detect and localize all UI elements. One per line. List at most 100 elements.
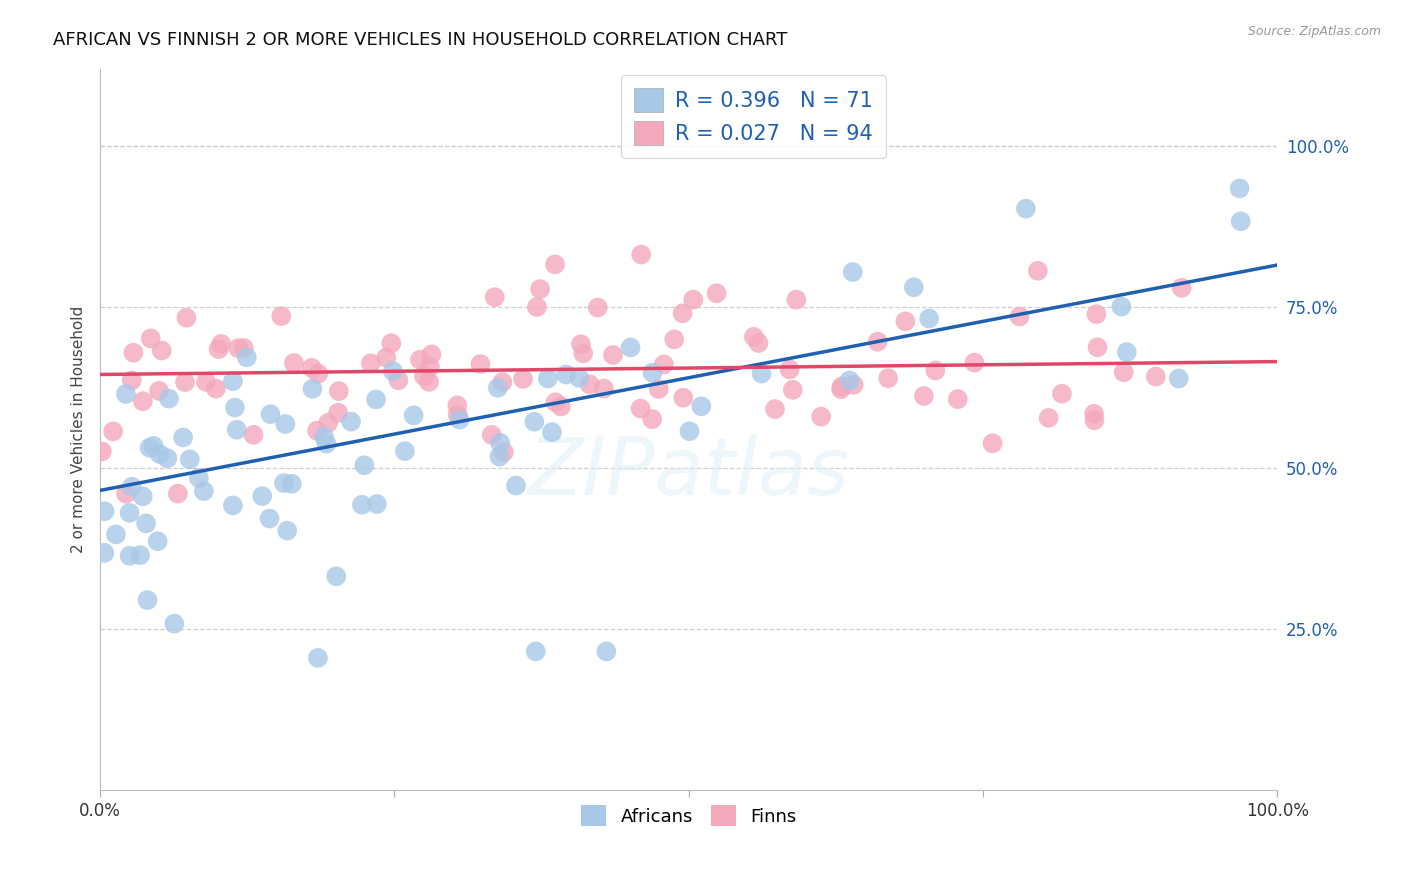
- Point: [481, 428, 503, 442]
- Point: [307, 367, 329, 381]
- Point: [328, 384, 350, 398]
- Point: [193, 484, 215, 499]
- Point: [1170, 281, 1192, 295]
- Point: [353, 458, 375, 473]
- Point: [586, 301, 609, 315]
- Point: [413, 369, 436, 384]
- Point: [526, 300, 548, 314]
- Point: [139, 331, 162, 345]
- Point: [325, 569, 347, 583]
- Point: [742, 330, 765, 344]
- Point: [381, 364, 404, 378]
- Text: ZIPatlas: ZIPatlas: [527, 434, 849, 511]
- Point: [512, 372, 534, 386]
- Point: [174, 375, 197, 389]
- Point: [1083, 407, 1105, 421]
- Point: [142, 439, 165, 453]
- Point: [1085, 307, 1108, 321]
- Point: [90, 444, 112, 458]
- Point: [1167, 371, 1189, 385]
- Point: [156, 451, 179, 466]
- Point: [602, 348, 624, 362]
- Point: [489, 436, 512, 450]
- Point: [484, 290, 506, 304]
- Point: [682, 293, 704, 307]
- Point: [409, 352, 432, 367]
- Point: [446, 398, 468, 412]
- Point: [195, 375, 218, 389]
- Point: [387, 373, 409, 387]
- Point: [488, 450, 510, 464]
- Point: [672, 391, 695, 405]
- Point: [630, 401, 652, 416]
- Point: [301, 382, 323, 396]
- Point: [149, 447, 172, 461]
- Point: [541, 425, 564, 440]
- Point: [121, 480, 143, 494]
- Point: [544, 395, 567, 409]
- Point: [747, 336, 769, 351]
- Point: [419, 359, 441, 374]
- Point: [866, 334, 889, 349]
- Point: [578, 377, 600, 392]
- Point: [129, 548, 152, 562]
- Point: [595, 644, 617, 658]
- Point: [1111, 300, 1133, 314]
- Point: [678, 424, 700, 438]
- Point: [236, 351, 259, 365]
- Point: [842, 377, 865, 392]
- Point: [166, 486, 188, 500]
- Point: [568, 371, 591, 385]
- Point: [690, 399, 713, 413]
- Point: [104, 527, 127, 541]
- Point: [524, 644, 547, 658]
- Point: [523, 415, 546, 429]
- Point: [491, 375, 513, 389]
- Point: [486, 381, 509, 395]
- Point: [877, 371, 900, 385]
- Point: [918, 311, 941, 326]
- Point: [115, 387, 138, 401]
- Point: [449, 412, 471, 426]
- Point: [315, 436, 337, 450]
- Point: [118, 549, 141, 563]
- Point: [135, 516, 157, 531]
- Point: [101, 425, 124, 439]
- Point: [93, 504, 115, 518]
- Point: [763, 402, 786, 417]
- Point: [132, 489, 155, 503]
- Point: [157, 392, 180, 406]
- Point: [894, 314, 917, 328]
- Point: [550, 400, 572, 414]
- Point: [276, 524, 298, 538]
- Point: [172, 430, 194, 444]
- Point: [1229, 214, 1251, 228]
- Point: [274, 417, 297, 431]
- Point: [446, 408, 468, 422]
- Point: [252, 489, 274, 503]
- Point: [1229, 181, 1251, 195]
- Point: [838, 374, 860, 388]
- Point: [1026, 264, 1049, 278]
- Point: [307, 651, 329, 665]
- Point: [176, 310, 198, 325]
- Point: [150, 343, 173, 358]
- Point: [242, 427, 264, 442]
- Y-axis label: 2 or more Vehicles in Household: 2 or more Vehicles in Household: [72, 306, 86, 553]
- Point: [664, 332, 686, 346]
- Point: [360, 356, 382, 370]
- Point: [146, 534, 169, 549]
- Point: [641, 412, 664, 426]
- Point: [328, 406, 350, 420]
- Point: [273, 476, 295, 491]
- Point: [492, 445, 515, 459]
- Point: [593, 382, 616, 396]
- Point: [209, 337, 232, 351]
- Point: [380, 336, 402, 351]
- Point: [93, 546, 115, 560]
- Point: [179, 452, 201, 467]
- Point: [187, 471, 209, 485]
- Point: [121, 373, 143, 387]
- Point: [222, 499, 245, 513]
- Point: [163, 616, 186, 631]
